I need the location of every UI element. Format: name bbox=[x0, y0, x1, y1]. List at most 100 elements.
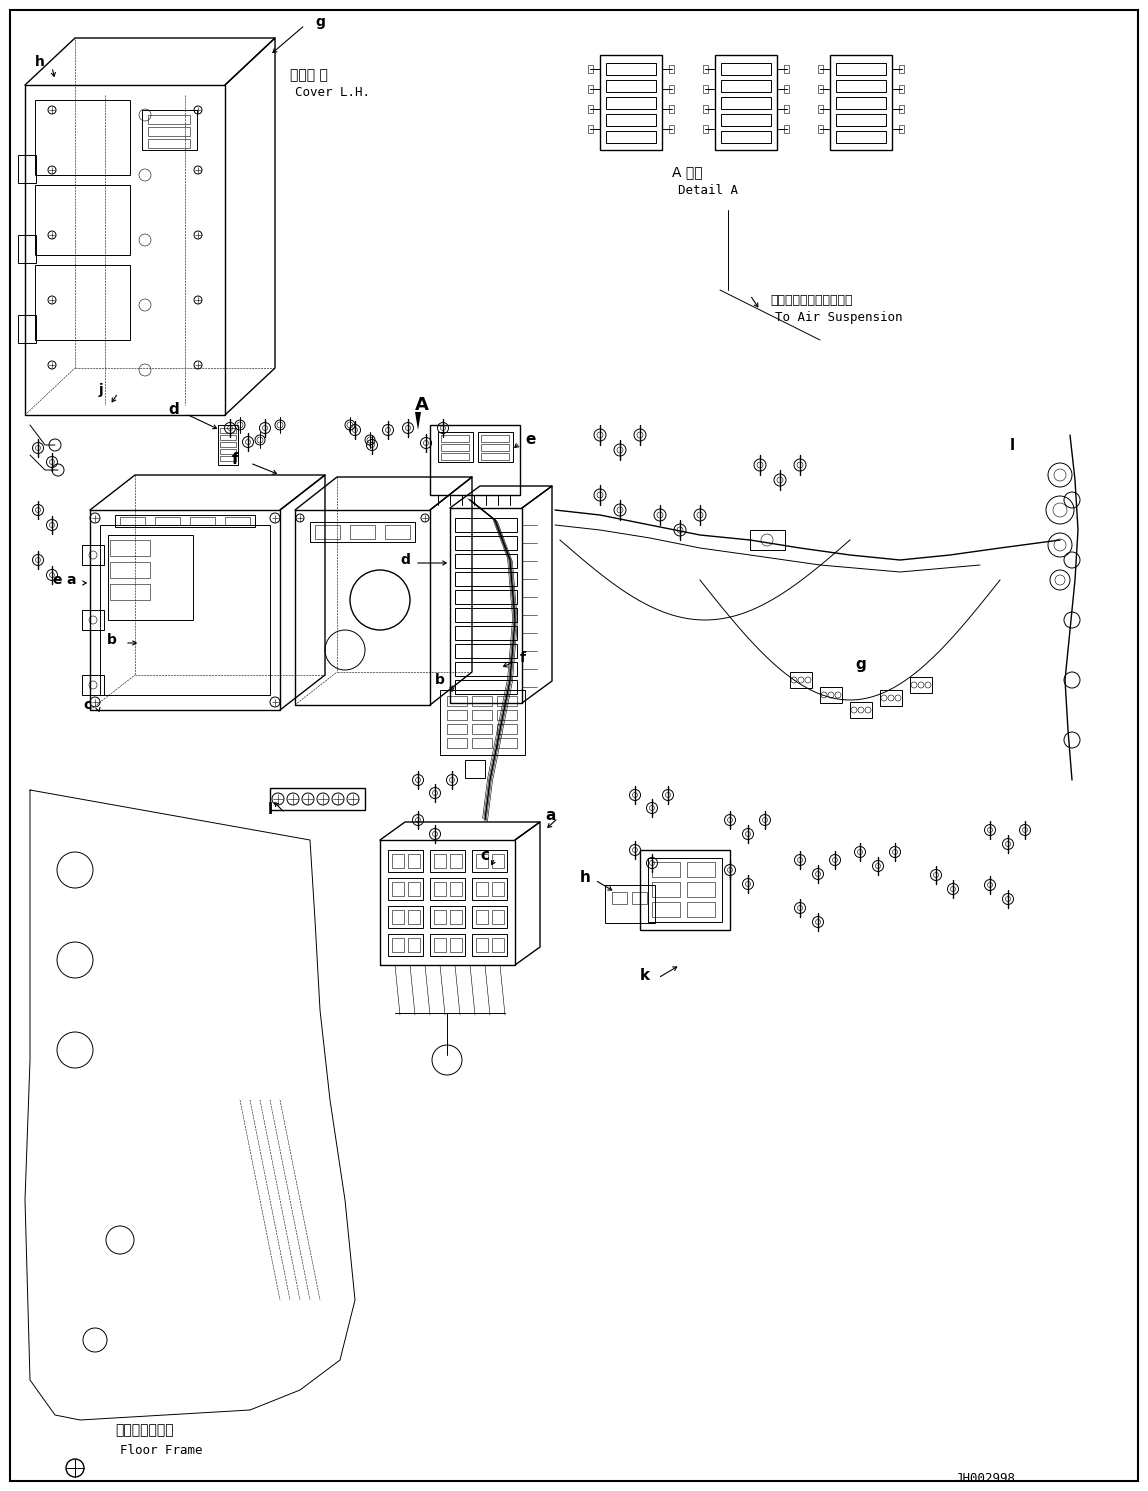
Bar bbox=[703, 85, 708, 92]
Bar bbox=[830, 55, 892, 151]
Bar bbox=[430, 850, 465, 872]
Bar bbox=[310, 522, 414, 543]
Bar bbox=[472, 725, 492, 734]
Bar bbox=[439, 432, 473, 462]
Bar bbox=[669, 85, 674, 92]
Bar bbox=[465, 760, 484, 778]
Bar bbox=[476, 883, 488, 896]
Bar bbox=[472, 738, 492, 748]
Text: カバー 左: カバー 左 bbox=[290, 69, 328, 82]
Bar bbox=[588, 125, 594, 133]
Text: l: l bbox=[1010, 437, 1015, 452]
Bar bbox=[588, 104, 594, 113]
Bar bbox=[910, 677, 932, 693]
Bar bbox=[388, 850, 422, 872]
Bar bbox=[447, 725, 467, 734]
Text: フロアフレーム: フロアフレーム bbox=[115, 1422, 173, 1437]
Bar bbox=[819, 104, 823, 113]
Bar bbox=[612, 892, 627, 904]
Bar bbox=[687, 862, 715, 877]
Bar bbox=[472, 878, 507, 901]
Bar bbox=[455, 662, 517, 675]
Bar bbox=[652, 883, 680, 898]
Text: Floor Frame: Floor Frame bbox=[121, 1443, 202, 1457]
Bar bbox=[155, 517, 180, 525]
Bar bbox=[121, 517, 145, 525]
Bar bbox=[220, 428, 236, 432]
Bar bbox=[148, 115, 191, 124]
Bar bbox=[899, 104, 903, 113]
Bar bbox=[408, 854, 420, 868]
Text: h: h bbox=[580, 871, 591, 886]
Bar bbox=[110, 562, 150, 579]
Bar bbox=[481, 435, 509, 441]
Bar bbox=[430, 425, 520, 495]
Bar bbox=[441, 444, 470, 450]
Bar bbox=[220, 435, 236, 440]
Bar bbox=[819, 125, 823, 133]
Bar bbox=[108, 535, 193, 620]
Bar bbox=[492, 910, 504, 924]
Bar bbox=[455, 535, 517, 550]
Bar bbox=[606, 97, 656, 109]
Bar bbox=[606, 63, 656, 75]
Bar bbox=[588, 85, 594, 92]
Bar bbox=[18, 315, 36, 343]
Text: Cover L.H.: Cover L.H. bbox=[295, 86, 370, 100]
Bar bbox=[819, 66, 823, 73]
Text: e: e bbox=[52, 573, 62, 587]
Bar bbox=[430, 878, 465, 901]
Bar bbox=[110, 540, 150, 556]
Bar bbox=[669, 104, 674, 113]
Bar bbox=[750, 529, 785, 550]
Bar bbox=[836, 113, 886, 127]
Bar bbox=[391, 854, 404, 868]
Text: c: c bbox=[83, 698, 91, 713]
Text: A: A bbox=[414, 397, 429, 414]
Text: d: d bbox=[400, 553, 410, 567]
Bar bbox=[148, 139, 191, 148]
Bar bbox=[115, 514, 255, 526]
Text: a: a bbox=[65, 573, 76, 587]
Bar bbox=[715, 55, 777, 151]
Bar bbox=[270, 789, 365, 810]
Bar bbox=[455, 626, 517, 640]
Text: k: k bbox=[639, 968, 650, 983]
Bar bbox=[472, 933, 507, 956]
Bar bbox=[408, 910, 420, 924]
Text: d: d bbox=[168, 403, 179, 417]
Bar bbox=[455, 555, 517, 568]
Bar bbox=[455, 517, 517, 532]
Bar bbox=[450, 854, 461, 868]
Bar bbox=[434, 854, 447, 868]
Bar bbox=[687, 902, 715, 917]
Bar bbox=[899, 85, 903, 92]
Bar bbox=[721, 81, 771, 92]
Bar bbox=[497, 696, 517, 707]
Bar bbox=[476, 854, 488, 868]
Bar bbox=[669, 66, 674, 73]
Bar bbox=[455, 644, 517, 658]
Bar bbox=[606, 131, 656, 143]
Text: エアーサスペンションヘ: エアーサスペンションヘ bbox=[770, 294, 853, 307]
Bar bbox=[478, 432, 513, 462]
Bar bbox=[476, 910, 488, 924]
Bar bbox=[703, 125, 708, 133]
Bar bbox=[450, 938, 461, 951]
Bar bbox=[82, 610, 104, 631]
Text: c: c bbox=[480, 847, 489, 862]
Bar bbox=[836, 131, 886, 143]
Text: A 詳細: A 詳細 bbox=[672, 166, 703, 179]
Bar bbox=[600, 55, 662, 151]
Bar bbox=[220, 449, 236, 453]
Bar bbox=[687, 883, 715, 898]
Bar bbox=[434, 883, 447, 896]
Bar bbox=[784, 66, 789, 73]
Bar bbox=[315, 525, 340, 540]
Bar bbox=[721, 131, 771, 143]
Bar bbox=[441, 453, 470, 461]
Bar bbox=[606, 81, 656, 92]
Bar bbox=[481, 444, 509, 450]
Bar bbox=[430, 933, 465, 956]
Bar bbox=[408, 883, 420, 896]
